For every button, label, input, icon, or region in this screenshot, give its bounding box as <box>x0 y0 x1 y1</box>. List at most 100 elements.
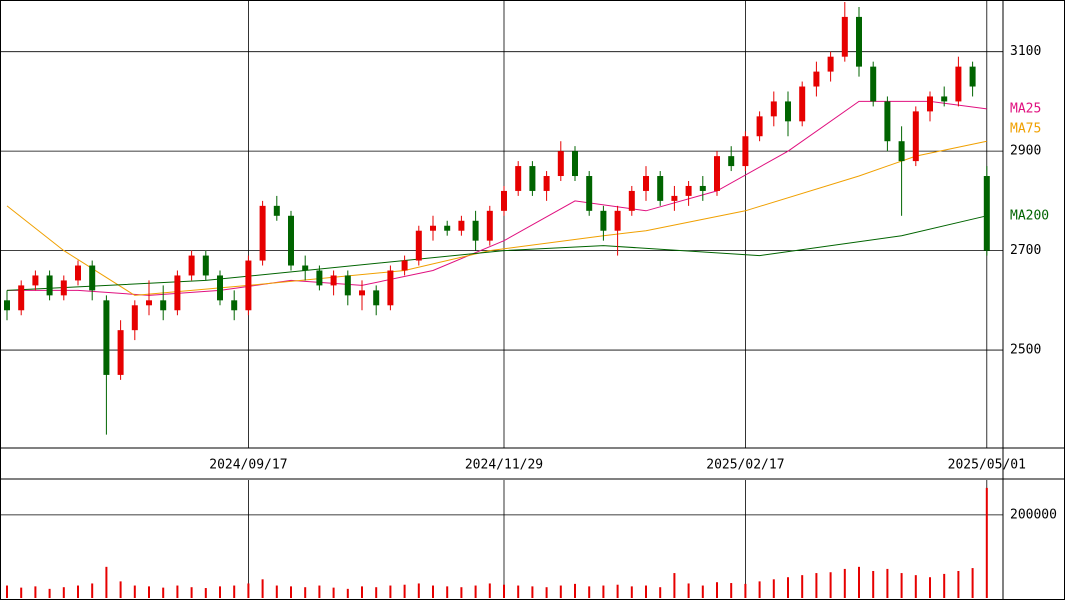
volume-bar <box>176 585 179 598</box>
candle-body <box>770 101 777 117</box>
volume-bar <box>460 587 463 598</box>
x-tick-label: 2025/02/17 <box>706 458 784 473</box>
candle-body <box>259 205 266 261</box>
volume-bar <box>133 585 136 598</box>
volume-bar <box>872 570 875 598</box>
volume-bar <box>91 583 94 598</box>
volume-bar <box>829 572 832 598</box>
candle-body <box>969 66 976 87</box>
volume-bar <box>432 585 434 598</box>
candle-body <box>927 96 933 112</box>
candle-body <box>486 210 493 241</box>
volume-bar <box>446 586 449 598</box>
legend-entry: MA25 <box>1010 101 1041 116</box>
volume-bar <box>119 581 122 598</box>
volume-bar <box>886 568 889 598</box>
candle-body <box>671 195 678 201</box>
candle-body <box>841 16 848 57</box>
candle-body <box>941 96 948 102</box>
candle-body <box>955 66 962 102</box>
volume-bar <box>474 585 477 598</box>
volume-bar <box>318 585 321 598</box>
candle-body <box>344 275 351 296</box>
volume-bar <box>687 583 690 598</box>
volume-bar <box>361 586 363 598</box>
candle-body <box>756 116 763 137</box>
candle-body <box>699 185 706 191</box>
candle-body <box>643 176 649 191</box>
volume-bar <box>801 575 804 598</box>
volume-bar <box>375 587 378 598</box>
candle-body <box>685 185 692 196</box>
candle-body <box>898 141 905 162</box>
candle-body <box>131 305 138 331</box>
candle-body <box>273 205 280 216</box>
candle-body <box>217 275 223 301</box>
volume-bar <box>716 582 718 598</box>
volume-bar <box>304 587 307 598</box>
candle-body <box>586 176 593 211</box>
volume-bar <box>744 583 747 598</box>
moving-average <box>7 100 987 296</box>
candle-body <box>572 151 578 177</box>
volume-bar <box>588 586 591 598</box>
volume-bar <box>219 586 221 598</box>
volume-bar <box>985 487 988 598</box>
candle-body <box>387 270 394 306</box>
candle-body <box>444 225 451 231</box>
volume-bar <box>772 579 775 598</box>
volume-bar <box>346 588 349 598</box>
candle-body <box>813 71 820 87</box>
candle-body <box>60 280 67 296</box>
candle-body <box>117 330 124 375</box>
volume-bar <box>34 586 37 598</box>
candle-body <box>4 300 10 311</box>
candle-body <box>600 210 607 231</box>
candle-body <box>174 275 181 311</box>
candle-body <box>529 166 536 191</box>
volume-bar <box>204 588 207 598</box>
volume-bar <box>503 584 505 598</box>
candle-body <box>614 210 621 231</box>
volume-bar <box>971 568 974 598</box>
candle-body <box>89 265 96 291</box>
candle-body <box>799 86 806 122</box>
candle-body <box>330 275 337 286</box>
volume-bar <box>517 585 520 598</box>
volume-bar <box>815 573 818 598</box>
moving-average <box>6 140 987 296</box>
candle-body <box>827 56 834 72</box>
volume-bar <box>105 566 108 598</box>
candle-body <box>359 290 365 296</box>
volume-bar <box>602 585 605 598</box>
candle-body <box>103 300 110 375</box>
volume-bar <box>417 583 420 598</box>
candle-body <box>856 16 862 67</box>
volume-bar <box>261 579 264 598</box>
volume-bar <box>332 587 335 598</box>
volume-bar <box>701 585 704 598</box>
volume-bar <box>545 587 548 598</box>
candle-body <box>46 275 53 296</box>
candle-body <box>884 101 891 142</box>
volume-bar <box>659 587 662 598</box>
x-tick-label: 2024/09/17 <box>209 458 287 473</box>
candle-body <box>188 255 195 276</box>
volume-bar <box>645 585 647 598</box>
legend-entry: MA200 <box>1010 208 1049 223</box>
candle-body <box>430 225 436 231</box>
x-tick-label: 2024/11/29 <box>465 458 543 473</box>
y-tick-label: 200000 <box>1010 507 1057 522</box>
x-tick-label: 2025/05/01 <box>948 458 1026 473</box>
volume-bar <box>6 585 8 598</box>
y-tick-label: 2900 <box>1010 144 1041 159</box>
volume-bar <box>914 575 917 598</box>
candle-body <box>316 270 323 286</box>
candle-body <box>401 260 408 271</box>
candle-body <box>628 190 635 211</box>
volume-bar <box>730 583 733 598</box>
volume-bar <box>20 587 23 598</box>
candle-body <box>245 260 252 311</box>
